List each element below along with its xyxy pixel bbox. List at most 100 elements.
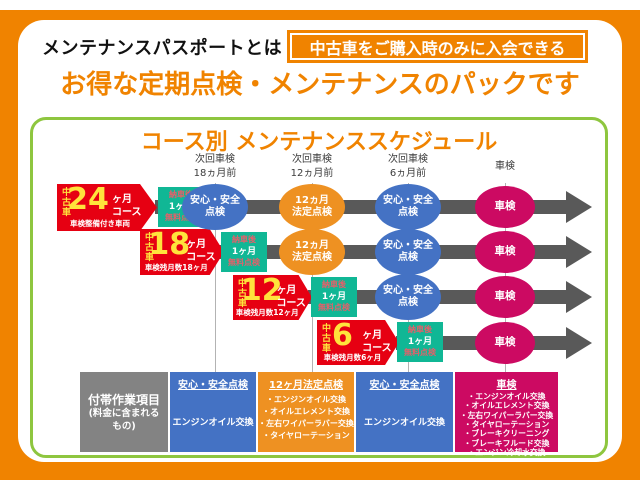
table-cell-item: ・エンジンオイル交換 xyxy=(266,395,346,404)
node-label: 車検 xyxy=(494,200,516,213)
course-badge-18m: 中古車 18 ヶ月 コース 車検残月数18ヶ月 xyxy=(140,229,224,275)
node-safety-inspection: 安心・安全 点検 xyxy=(375,184,441,230)
node-label: 点検 xyxy=(398,252,418,263)
table-cell-item: ・ブレーキフルード交換 xyxy=(463,438,550,448)
badge-caption: 車検残月数12ヶ月 xyxy=(235,308,299,317)
node-label: 法定点検 xyxy=(292,252,332,263)
free-box-line1: 納車後 xyxy=(232,235,256,245)
badge-number: 18 xyxy=(148,227,191,262)
node-12month-legal-inspection: 12ヵ月 法定点検 xyxy=(279,184,345,230)
table-cell-shaken: 車検 ・エンジンオイル交換 ・オイルエレメント交換 ・左右ワイパーラバー交換 ・… xyxy=(455,372,558,457)
table-cell-item: ・左右ワイパーラバー交換 xyxy=(258,419,354,428)
node-label: 車検 xyxy=(494,245,516,258)
free-box-line3: 無料点検 xyxy=(404,348,436,358)
table-cell-item: ・タイヤローテーション xyxy=(463,420,550,430)
node-label: 12ヵ月 xyxy=(295,194,329,206)
membership-badge: 中古車をご購入時のみに入会できる xyxy=(287,30,588,63)
node-shaken: 車検 xyxy=(475,186,535,228)
free-inspection-box: 納車後 1ヶ月 無料点検 xyxy=(397,322,443,362)
column-header-line1: 次回車検 xyxy=(195,154,235,165)
free-inspection-box: 納車後 1ヶ月 無料点検 xyxy=(221,232,267,272)
table-row-header: 付帯作業項目 (料金に含まれる もの) xyxy=(80,372,168,452)
free-box-line3: 無料点検 xyxy=(318,303,350,313)
node-label: 安心・安全 xyxy=(383,194,433,206)
free-box-line1: 納車後 xyxy=(169,190,193,200)
free-box-line2: 1ヶ月 xyxy=(407,336,433,347)
course-badge-6m: 中古車 6 ヶ月 コース 車検残月数6ヶ月 xyxy=(317,320,399,365)
column-header-line1: 次回車検 xyxy=(292,154,332,165)
table-cell-header: 12ヶ月法定点検 xyxy=(269,380,343,391)
table-cell-item: エンジンオイル交換 xyxy=(363,418,445,428)
node-shaken: 車検 xyxy=(475,231,535,273)
table-cell-item: ・左右ワイパーラバー交換 xyxy=(459,410,554,420)
column-header-line2: 6ヵ月前 xyxy=(389,167,427,179)
badge-kind: 中古車 xyxy=(143,232,153,262)
table-cell-items: ・エンジンオイル交換 ・オイルエレメント交換 ・左右ワイパーラバー交換 ・タイヤ… xyxy=(258,394,354,442)
free-box-line3: 無料点検 xyxy=(165,213,197,223)
free-box-line2: 1ヶ月 xyxy=(321,291,347,302)
column-header-line2: 18ヵ月前 xyxy=(193,167,237,179)
column-header-12m: 次回車検 12ヵ月前 xyxy=(267,153,357,180)
membership-badge-label: 中古車をご購入時のみに入会できる xyxy=(290,33,585,60)
badge-kind: 中古車 xyxy=(60,187,70,217)
schedule-title: コース別 メンテナンススケジュール xyxy=(140,130,498,155)
course-badge-12m: 中古車 12 ヶ月 コース 車検残月数12ヶ月 xyxy=(233,275,312,320)
arrowhead-icon xyxy=(566,281,592,313)
badge-suffix: コース xyxy=(362,343,392,354)
table-cell-items: ・エンジンオイル交換 ・オイルエレメント交換 ・左右ワイパーラバー交換 ・タイヤ… xyxy=(455,392,558,457)
badge-number: 6 xyxy=(331,318,353,353)
badge-unit: ヶ月 xyxy=(362,330,383,341)
table-cell-item: ・オイルエレメント交換 xyxy=(463,401,550,411)
node-shaken: 車検 xyxy=(475,322,535,364)
badge-suffix: コース xyxy=(186,252,216,263)
free-box-line1: 納車後 xyxy=(322,280,346,290)
header-title: メンテナンスパスポートとは xyxy=(42,38,283,59)
table-cell-item: ・ブレーキクリーニング xyxy=(463,429,550,439)
node-label: 点検 xyxy=(205,207,225,218)
badge-caption: 車検整備付き車両 xyxy=(70,219,130,228)
node-12month-legal-inspection: 12ヵ月 法定点検 xyxy=(279,229,345,275)
free-box-line2: 1ヶ月 xyxy=(231,246,257,257)
badge-caption: 車検残月数6ヶ月 xyxy=(323,353,382,362)
node-safety-inspection: 安心・安全 点検 xyxy=(182,184,248,230)
free-box-line2: 1ヶ月 xyxy=(168,201,194,212)
course-badge-24m: 中古車 24 ヶ月 コース 車検整備付き車両 xyxy=(57,184,157,231)
table-cell-item: エンジンオイル交換 xyxy=(172,418,254,428)
free-inspection-box: 納車後 1ヶ月 無料点検 xyxy=(311,277,357,317)
badge-kind: 中古車 xyxy=(320,323,330,353)
node-safety-inspection: 安心・安全 点検 xyxy=(375,229,441,275)
badge-unit: ヶ月 xyxy=(186,239,207,250)
table-cell-header: 安心・安全点検 xyxy=(369,380,440,391)
table-cell-header: 安心・安全点検 xyxy=(178,380,248,391)
table-row-header-title: 付帯作業項目 xyxy=(87,393,160,408)
badge-number: 24 xyxy=(67,182,109,217)
column-header-line1: 次回車検 xyxy=(388,154,428,165)
table-cell-legal-inspection: 12ヶ月法定点検 ・エンジンオイル交換 ・オイルエレメント交換 ・左右ワイパーラ… xyxy=(258,372,354,452)
badge-suffix: コース xyxy=(276,298,306,309)
column-header-line1: 車検 xyxy=(495,161,515,172)
free-box-line1: 納車後 xyxy=(408,325,432,335)
arrowhead-icon xyxy=(566,236,592,268)
arrowhead-icon xyxy=(566,327,592,359)
table-cell-item: ・オイルエレメント交換 xyxy=(262,407,350,416)
node-safety-inspection: 安心・安全 点検 xyxy=(375,274,441,320)
node-label: 12ヵ月 xyxy=(295,239,329,251)
node-label: 安心・安全 xyxy=(383,239,433,251)
node-label: 法定点検 xyxy=(292,207,332,218)
node-shaken: 車検 xyxy=(475,276,535,318)
table-row-header-note: もの) xyxy=(112,420,136,432)
table-cell-item: ・エンジンオイル交換 xyxy=(467,392,546,401)
header-subtitle: お得な定期点検・メンテナンスのパックです xyxy=(60,70,580,100)
badge-caption: 車検残月数18ヶ月 xyxy=(144,263,208,272)
badge-unit: ヶ月 xyxy=(112,194,132,205)
table-cell-item: ・タイヤローテーション xyxy=(262,431,350,440)
badge-suffix: コース xyxy=(112,207,142,218)
column-header-18m: 次回車検 18ヵ月前 xyxy=(170,153,260,180)
gridline-col1 xyxy=(215,183,216,372)
table-cell-safety-1: 安心・安全点検 エンジンオイル交換 xyxy=(170,372,256,452)
node-label: 安心・安全 xyxy=(190,194,240,206)
node-label: 車検 xyxy=(494,290,516,303)
table-cell-safety-2: 安心・安全点検 エンジンオイル交換 xyxy=(356,372,453,452)
node-label: 安心・安全 xyxy=(383,284,433,296)
table-cell-header: 車検 xyxy=(496,380,517,391)
